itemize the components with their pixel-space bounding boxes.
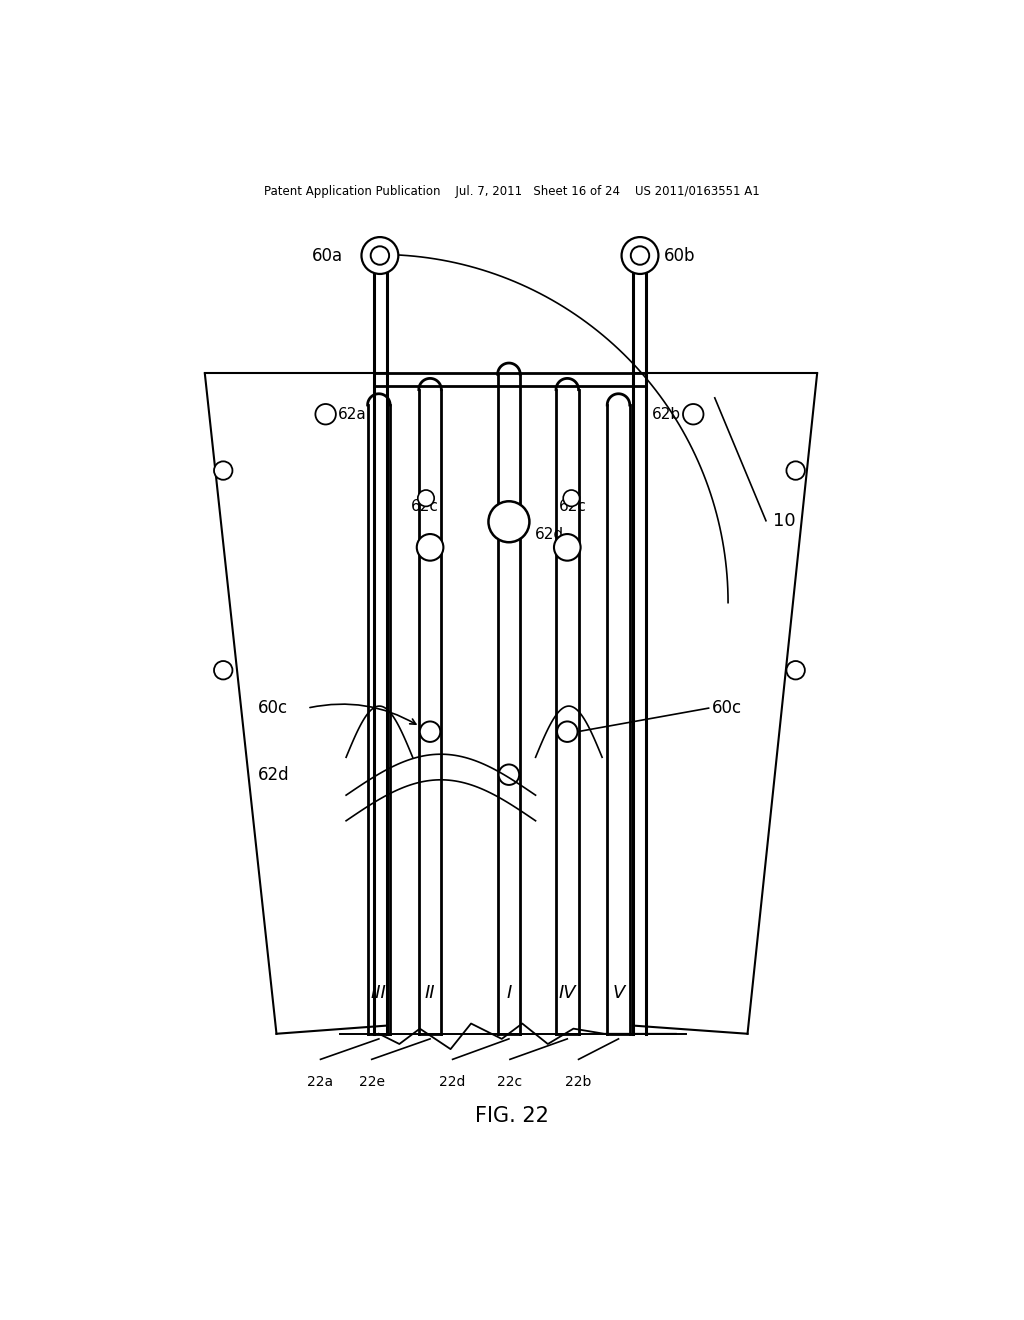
Text: 62d: 62d [535,527,563,541]
Circle shape [418,490,434,507]
Circle shape [420,722,440,742]
Circle shape [622,238,658,275]
Circle shape [557,722,578,742]
Text: IV: IV [558,983,577,1002]
Circle shape [361,238,398,275]
Text: 62b: 62b [652,407,681,422]
Text: 62d: 62d [258,766,290,784]
Circle shape [554,535,581,561]
Text: 62c: 62c [411,499,439,513]
Text: II: II [425,983,435,1002]
Text: 62c: 62c [558,499,587,513]
Circle shape [631,247,649,265]
Text: 22e: 22e [358,1074,385,1089]
Text: FIG. 22: FIG. 22 [475,1106,549,1126]
Circle shape [683,404,703,425]
Text: 22a: 22a [307,1074,334,1089]
Text: 22b: 22b [565,1074,592,1089]
Circle shape [214,462,232,479]
Circle shape [488,502,529,543]
Circle shape [499,764,519,785]
Text: 10: 10 [773,512,796,529]
Circle shape [315,404,336,425]
Text: III: III [371,983,387,1002]
Circle shape [417,535,443,561]
Text: 60b: 60b [664,247,695,264]
Text: Patent Application Publication    Jul. 7, 2011   Sheet 16 of 24    US 2011/01635: Patent Application Publication Jul. 7, 2… [264,185,760,198]
Text: 62a: 62a [338,407,367,422]
Circle shape [371,247,389,265]
Text: I: I [506,983,512,1002]
Text: 22d: 22d [439,1074,466,1089]
Circle shape [786,661,805,680]
Text: 60a: 60a [312,247,343,264]
Circle shape [563,490,580,507]
Text: 22c: 22c [498,1074,522,1089]
Text: V: V [612,983,625,1002]
Text: 60c: 60c [712,700,741,717]
Text: 60c: 60c [258,700,288,717]
Circle shape [214,661,232,680]
Circle shape [786,462,805,479]
